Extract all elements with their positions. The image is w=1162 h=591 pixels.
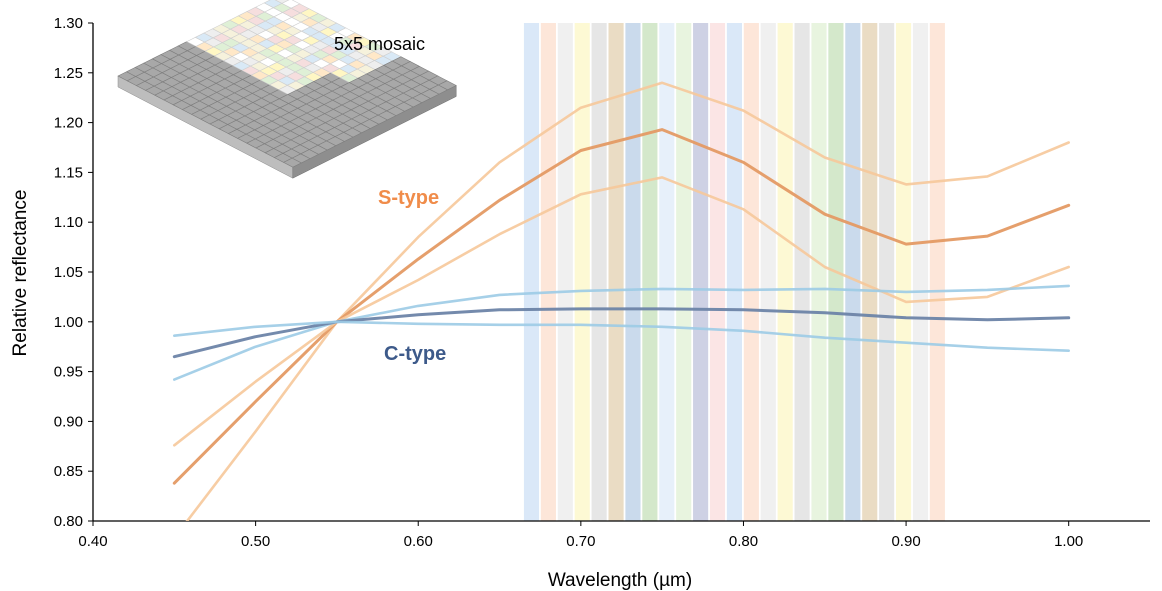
filter-band [794,23,810,521]
y-axis-ticks: 0.80 0.85 0.90 0.95 1.00 1.05 1.10 1.15 1.20 1.25… [54,15,93,530]
mosaic-inset: 5x5 mosaic [117,0,457,179]
series-lines [172,81,1071,521]
c-type-label: C-type [384,343,446,365]
y-tick-label: 0.85 [54,463,83,480]
y-tick-label: 1.05 [54,264,83,281]
filter-band [709,23,726,521]
mosaic-pixel [274,0,290,4]
x-axis-title: Wavelength (µm) [548,570,692,591]
axes: 0.40 0.50 0.60 0.70 0.80 0.90 1.00 0.80 0.85 0.9… [54,15,1150,550]
x-axis-ticks: 0.40 0.50 0.60 0.70 0.80 0.90 1.00 [78,521,1083,550]
filter-bands [523,23,945,521]
filter-band [929,23,945,521]
filter-band [726,23,742,521]
y-tick-label: 0.90 [54,413,83,430]
filter-band [811,23,827,521]
x-tick-label: 0.60 [404,533,433,550]
x-tick-label: 0.90 [891,533,920,550]
x-tick-label: 0.40 [78,533,107,550]
y-tick-label: 1.20 [54,115,83,132]
filter-band [625,23,641,521]
y-tick-label: 1.25 [54,65,83,82]
x-tick-label: 0.80 [729,533,758,550]
filter-band [642,23,658,521]
filter-band [845,23,861,521]
filter-band [659,23,675,521]
y-tick-label: 1.10 [54,214,83,231]
filter-band [895,23,912,521]
filter-band [760,23,776,521]
filter-band [540,23,556,521]
y-axis-title: Relative reflectance [10,190,31,357]
filter-band [777,23,793,521]
c-type-upper-line [173,284,1070,381]
y-tick-label: 1.00 [54,314,83,331]
x-tick-label: 1.00 [1054,533,1083,550]
mosaic-label: 5x5 mosaic [334,34,425,54]
filter-band [912,23,929,521]
y-tick-label: 1.30 [54,15,83,32]
filter-band [574,23,590,521]
s-type-lower-line [173,176,1070,447]
c-type-lower-line [173,320,1070,353]
filter-band [676,23,692,521]
filter-band [879,23,895,521]
filter-band [523,23,540,521]
y-tick-label: 1.15 [54,164,83,181]
mosaic-pixel [437,80,457,91]
y-tick-label: 0.80 [54,513,83,530]
c-type-mean-line [172,307,1071,359]
filter-band [862,23,878,521]
s-type-mean-line [172,128,1071,485]
filter-band [557,23,573,521]
y-tick-label: 0.95 [54,364,83,381]
s-type-label: S-type [378,187,439,209]
filter-band [608,23,624,521]
mosaic-illustration [117,0,457,179]
x-tick-label: 0.50 [241,533,270,550]
s-type-upper-line [185,81,1070,521]
filter-band [591,23,607,521]
filter-band [743,23,759,521]
x-tick-label: 0.70 [566,533,595,550]
